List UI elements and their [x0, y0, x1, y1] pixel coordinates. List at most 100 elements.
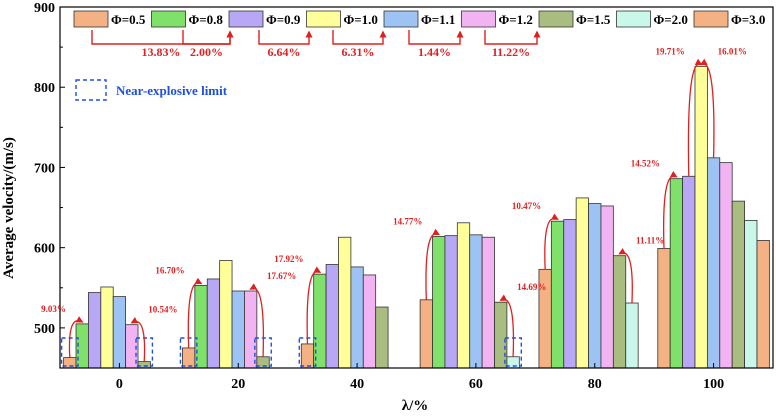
legend-label: Φ=1.0 [344, 12, 378, 27]
annotation-arrow [618, 248, 633, 304]
bar [575, 197, 589, 369]
bar [182, 347, 196, 369]
bar [563, 219, 577, 369]
legend-swatch [151, 10, 186, 28]
legend-swatch [538, 10, 574, 28]
bar [481, 236, 495, 369]
bar [375, 306, 389, 369]
x-tick-label: 60 [469, 377, 483, 392]
annotation-label: 19.71% [656, 46, 685, 56]
annotation-label: 16.01% [718, 46, 747, 56]
legend-swatch [306, 10, 341, 28]
legend-label: Φ=0.9 [266, 12, 301, 27]
bar [550, 220, 565, 369]
plot-frame [59, 6, 774, 369]
near-limit-label: Near-explosive limit [116, 83, 228, 98]
legend-label: Φ=0.5 [111, 12, 146, 27]
y-axis-label: Average velocity/(m/s) [1, 137, 17, 279]
bar [756, 240, 770, 369]
bar [456, 222, 471, 369]
annotation-arrow [306, 266, 322, 344]
top-percentage: 2.00% [190, 45, 223, 59]
annotation-label: 17.67% [267, 271, 296, 281]
y-tick-label: 800 [34, 81, 55, 96]
annotation-arrow [699, 58, 715, 158]
top-connector [258, 30, 313, 45]
y-tick-label: 500 [34, 322, 55, 337]
bar [88, 292, 102, 369]
bar [600, 205, 614, 369]
top-connector [91, 30, 234, 45]
bar [112, 296, 127, 369]
bar [419, 299, 433, 369]
legend-swatch [616, 10, 651, 28]
legend-label: Φ=3.0 [731, 12, 765, 27]
annotation-arrow [544, 213, 559, 270]
bar [231, 290, 245, 369]
bar [338, 236, 352, 369]
bar [719, 162, 733, 369]
annotation-label: 16.70% [155, 265, 184, 275]
bar [137, 361, 151, 369]
bar [444, 235, 458, 369]
y-tick-label: 600 [34, 242, 55, 257]
legend-swatch [383, 10, 419, 28]
bar [350, 266, 364, 369]
legend-label: Φ=2.0 [654, 12, 688, 27]
top-percentage: 11.22% [492, 45, 530, 59]
bar [744, 219, 758, 369]
annotation-arrow [425, 228, 441, 300]
bar [325, 264, 339, 369]
annotation-label: 17.92% [274, 254, 303, 264]
legend-swatch [73, 10, 109, 28]
bar [494, 301, 508, 369]
y-tick-label: 900 [34, 1, 55, 16]
bar [731, 200, 745, 369]
bar [694, 65, 708, 369]
bar [432, 236, 446, 369]
x-axis-label: λ/% [402, 398, 429, 414]
x-tick-label: 80 [588, 377, 602, 392]
legend-label: Φ=0.8 [189, 12, 224, 27]
top-connector [332, 30, 387, 45]
x-tick-label: 0 [116, 377, 123, 392]
top-percentage: 13.83% [142, 45, 181, 59]
top-percentage: 6.31% [342, 45, 375, 59]
annotation-label: 14.77% [393, 216, 422, 226]
annotation-label: 9.03% [41, 304, 66, 314]
x-tick-label: 100 [703, 377, 724, 392]
top-percentage: 1.44% [418, 45, 451, 59]
annotation-arrow [687, 58, 703, 177]
bar [682, 175, 696, 369]
top-connector [182, 30, 234, 45]
top-connector [408, 30, 464, 45]
legend-swatch [461, 10, 496, 28]
y-tick-label: 700 [34, 161, 55, 176]
bar [657, 248, 671, 369]
bar [100, 286, 114, 369]
legend-swatch [693, 10, 729, 28]
bar [669, 178, 683, 369]
legend-label: Φ=1.5 [576, 12, 611, 27]
annotation-label: 10.47% [512, 201, 541, 211]
top-connector [484, 30, 541, 45]
annotation-label: 10.54% [148, 305, 177, 315]
legend-label: Φ=1.2 [499, 12, 533, 27]
annotation-arrow [187, 277, 203, 348]
bar [206, 278, 221, 369]
annotation-label: 14.52% [631, 159, 660, 169]
annotation-label: 11.11% [636, 236, 664, 246]
bar [625, 302, 639, 369]
bar [469, 234, 483, 369]
bar [313, 273, 327, 369]
annotation-arrow [249, 283, 265, 357]
bar [194, 284, 208, 369]
bar [300, 343, 315, 369]
annotation-arrow [663, 170, 678, 249]
top-percentage: 6.64% [268, 45, 301, 59]
bar [588, 203, 602, 369]
near-limit-legend-box [75, 79, 107, 101]
x-tick-label: 20 [231, 377, 245, 392]
